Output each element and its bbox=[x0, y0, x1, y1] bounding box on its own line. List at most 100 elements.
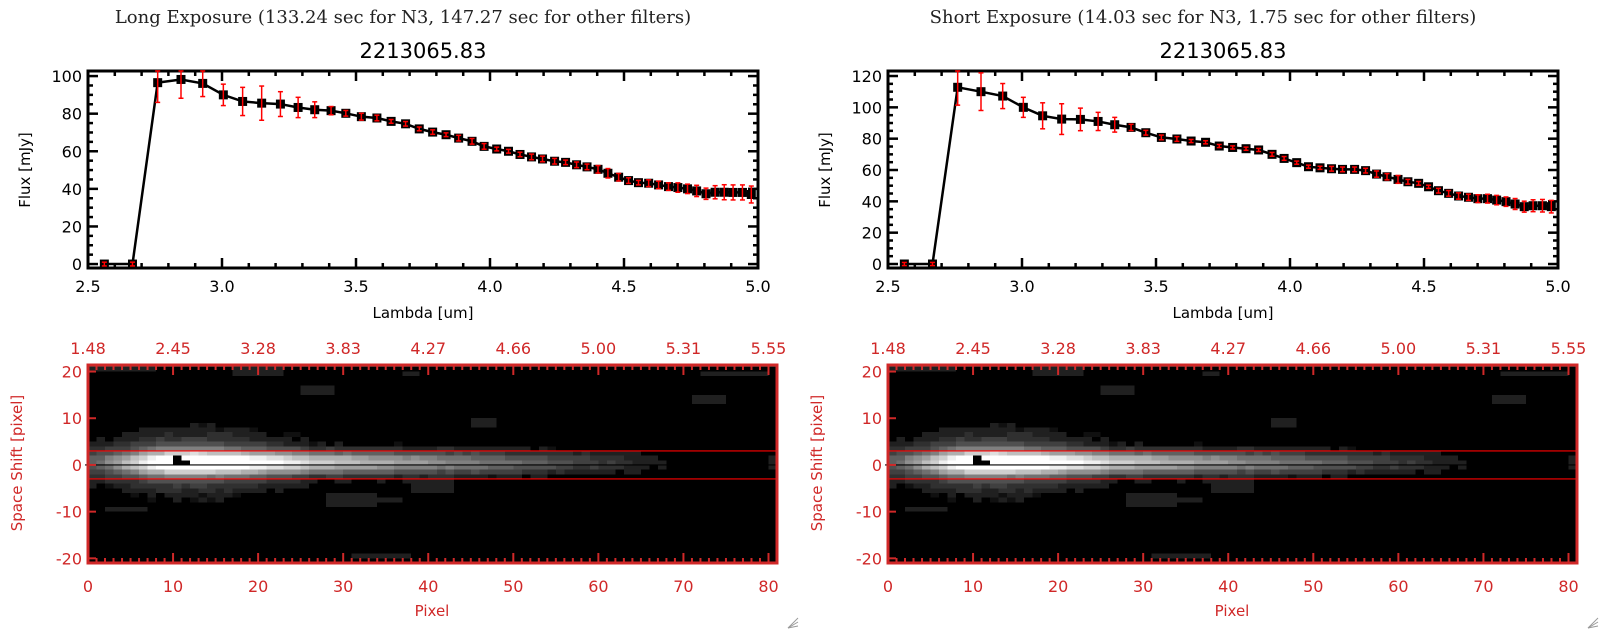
error-bar bbox=[563, 159, 569, 166]
error-bar bbox=[456, 134, 462, 142]
object-id-title: 2213065.83 bbox=[360, 39, 487, 63]
error-bar bbox=[616, 172, 622, 182]
error-bar bbox=[1188, 138, 1194, 144]
error-bar bbox=[178, 70, 184, 100]
error-bar bbox=[1494, 194, 1500, 206]
error-bar bbox=[1485, 193, 1491, 204]
error-bar bbox=[220, 83, 226, 107]
error-bar bbox=[1230, 145, 1236, 150]
x-tick-label: 3.0 bbox=[1009, 277, 1034, 296]
top-wavelength-tick-label: 3.83 bbox=[325, 339, 361, 358]
error-bar bbox=[595, 164, 601, 174]
error-bar bbox=[1405, 178, 1411, 185]
error-bar bbox=[929, 261, 935, 267]
panel-title: Short Exposure (14.03 sec for N3, 1.75 s… bbox=[930, 7, 1477, 28]
error-bar bbox=[101, 261, 107, 267]
error-bar bbox=[1077, 107, 1083, 132]
y-axis-label: Space Shift [pixel] bbox=[8, 395, 26, 532]
error-bar bbox=[1521, 200, 1527, 213]
x-tick-label: 4.5 bbox=[611, 277, 636, 296]
error-bar bbox=[1548, 199, 1554, 214]
plot-frame bbox=[86, 69, 760, 270]
error-bar bbox=[665, 182, 671, 192]
error-bar bbox=[1446, 189, 1452, 197]
y-tick-label: -20 bbox=[56, 549, 82, 568]
error-bar bbox=[1416, 180, 1422, 186]
error-bar bbox=[1095, 111, 1101, 132]
error-bar bbox=[277, 90, 283, 118]
error-bar bbox=[1174, 135, 1180, 143]
error-bar bbox=[343, 109, 349, 117]
object-id-title: 2213065.83 bbox=[1160, 39, 1287, 63]
x-tick-label: 60 bbox=[1388, 577, 1408, 596]
x-tick-label: 80 bbox=[758, 577, 778, 596]
x-tick-label: 10 bbox=[163, 577, 183, 596]
error-bar bbox=[240, 86, 246, 117]
error-bar bbox=[694, 184, 700, 198]
error-bar bbox=[328, 105, 334, 116]
error-bar bbox=[358, 112, 364, 121]
x-tick-label: 3.5 bbox=[343, 277, 368, 296]
x-tick-label: 80 bbox=[1558, 577, 1578, 596]
error-bar bbox=[1465, 193, 1471, 202]
error-bar bbox=[517, 151, 523, 158]
x-tick-label: 20 bbox=[248, 577, 268, 596]
error-bar bbox=[1426, 184, 1432, 190]
x-tick-label: 50 bbox=[1303, 577, 1323, 596]
y-tick-label: -10 bbox=[56, 503, 82, 522]
y-tick-label: 20 bbox=[862, 363, 882, 382]
x-axis-label: Lambda [um] bbox=[1173, 304, 1274, 322]
resize-grip-icon[interactable] bbox=[787, 617, 799, 629]
y-tick-label: 20 bbox=[62, 363, 82, 382]
error-bar bbox=[730, 184, 736, 201]
x-tick-label: 2.5 bbox=[75, 277, 100, 296]
top-wavelength-tick-label: 4.27 bbox=[410, 339, 446, 358]
error-bar bbox=[155, 70, 161, 104]
error-bar bbox=[1243, 146, 1249, 152]
error-bar bbox=[739, 184, 745, 201]
error-bar bbox=[1340, 166, 1346, 173]
x-axis-label: Lambda [um] bbox=[373, 304, 474, 322]
y-tick-label: 40 bbox=[62, 180, 82, 199]
error-bar bbox=[656, 180, 662, 190]
long-exposure-panel: Long Exposure (133.24 sec for N3, 147.27… bbox=[8, 7, 799, 629]
error-bar bbox=[721, 183, 727, 201]
top-wavelength-tick-label: 1.48 bbox=[870, 339, 906, 358]
spectral-image-plot: 0 10 20 30 40 50 60 70 80 1.48 2.45 3.28 3.83 4.27 4.6… bbox=[808, 339, 1586, 620]
x-tick-label: 0 bbox=[883, 577, 893, 596]
y-tick-label: 0 bbox=[872, 456, 882, 475]
error-bar bbox=[1456, 192, 1462, 200]
plot-frame bbox=[886, 69, 1560, 270]
error-bar bbox=[1040, 102, 1046, 130]
error-bar bbox=[646, 179, 652, 188]
error-bar bbox=[703, 187, 709, 201]
error-bar bbox=[505, 148, 511, 154]
error-bar bbox=[469, 137, 475, 145]
resize-grip-icon[interactable] bbox=[1587, 617, 1599, 629]
y-tick-label: 0 bbox=[872, 255, 882, 274]
error-bar bbox=[200, 70, 206, 98]
error-bar bbox=[1059, 102, 1065, 136]
x-tick-label: 4.0 bbox=[1277, 277, 1302, 296]
error-bar bbox=[901, 261, 907, 267]
error-bar bbox=[1512, 197, 1518, 211]
error-bar bbox=[978, 72, 984, 112]
top-wavelength-tick-label: 5.00 bbox=[1381, 339, 1417, 358]
x-tick-label: 30 bbox=[1133, 577, 1153, 596]
x-tick-label: 30 bbox=[333, 577, 353, 596]
y-tick-label: 0 bbox=[72, 255, 82, 274]
error-bar bbox=[1539, 198, 1545, 213]
error-bar bbox=[635, 179, 641, 186]
x-tick-label: 20 bbox=[1048, 577, 1068, 596]
y-tick-label: 40 bbox=[862, 192, 882, 211]
y-axis-label: Flux [mJy] bbox=[16, 132, 34, 208]
error-bar bbox=[430, 129, 436, 136]
error-bar bbox=[1384, 172, 1390, 181]
top-wavelength-tick-label: 2.45 bbox=[955, 339, 991, 358]
x-tick-label: 70 bbox=[673, 577, 693, 596]
top-wavelength-tick-label: 4.27 bbox=[1210, 339, 1246, 358]
spectrum-plot: 2.5 3.0 3.5 4.0 4.5 5.0 0 20 40 60 80 100 Lambda [um… bbox=[16, 67, 771, 322]
x-tick-label: 4.0 bbox=[477, 277, 502, 296]
error-bar bbox=[1281, 155, 1287, 162]
